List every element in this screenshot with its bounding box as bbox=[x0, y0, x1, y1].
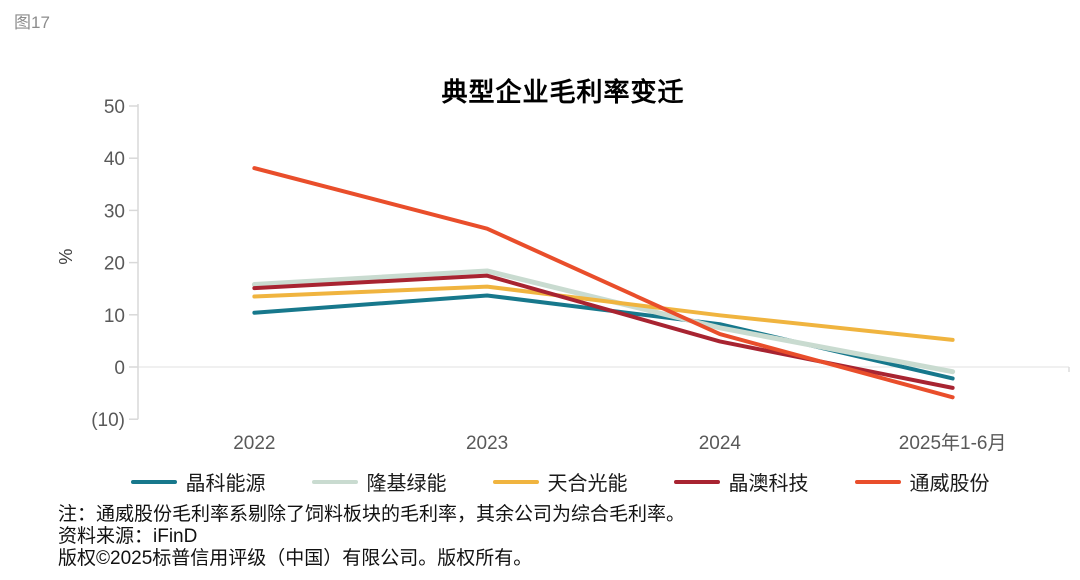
x-tick-label: 2025年1-6月 bbox=[899, 432, 1007, 454]
legend-label: 天合光能 bbox=[547, 473, 628, 495]
series-line-通威股份 bbox=[252, 166, 955, 400]
y-tick-label: (10) bbox=[91, 410, 125, 431]
series-line-隆基绿能 bbox=[251, 268, 956, 375]
legend-line-swatch bbox=[311, 479, 358, 484]
y-tick-label: 20 bbox=[104, 254, 125, 275]
line-chart: 50 40 30 20 10 0 (10)% 2022 2023 2024 2025年1-6月 bbox=[56, 97, 1070, 454]
chart-legend: 晶科能源 隆基绿能 天合光能 晶澳科技 通威股份 bbox=[60, 467, 1060, 496]
legend-label: 晶科能源 bbox=[185, 473, 266, 495]
legend-label: 通威股份 bbox=[909, 473, 990, 495]
legend-line-swatch bbox=[854, 479, 901, 484]
x-tick-label: 2022 bbox=[233, 433, 275, 454]
figure-label: 图17 bbox=[14, 13, 50, 32]
legend-line-swatch bbox=[673, 479, 720, 484]
legend-line-swatch bbox=[130, 479, 177, 484]
legend-line-swatch bbox=[492, 479, 539, 484]
x-tick-label: 2023 bbox=[466, 433, 508, 454]
series-line-天合光能 bbox=[252, 284, 955, 342]
y-tick-label: 10 bbox=[104, 306, 125, 327]
chart-title: 典型企业毛利率变迁 bbox=[441, 77, 685, 107]
legend-label: 隆基绿能 bbox=[366, 473, 447, 495]
y-tick-label: 50 bbox=[104, 97, 125, 118]
legend-item: 天合光能 bbox=[492, 467, 628, 496]
copyright-text: 版权©2025标普信用评级（中国）有限公司。版权所有。 bbox=[58, 548, 533, 569]
y-tick-label: 40 bbox=[104, 149, 125, 170]
x-tick-label: 2024 bbox=[699, 433, 742, 454]
source-text: 资料来源：iFinD bbox=[58, 526, 198, 547]
chart-notes: 注：通威股份毛利率系剔除了饲料板块的毛利率，其余公司为综合毛利率。 资料来源：i… bbox=[58, 504, 685, 570]
legend-item: 通威股份 bbox=[854, 467, 990, 496]
note-text: 注：通威股份毛利率系剔除了饲料板块的毛利率，其余公司为综合毛利率。 bbox=[58, 504, 686, 525]
y-tick-label: 0 bbox=[114, 358, 125, 379]
legend-item: 隆基绿能 bbox=[311, 467, 447, 496]
legend-label: 晶澳科技 bbox=[728, 473, 809, 495]
y-tick-label: 30 bbox=[104, 201, 125, 222]
legend-item: 晶科能源 bbox=[130, 467, 266, 496]
y-axis-title: % bbox=[56, 249, 76, 265]
legend-item: 晶澳科技 bbox=[673, 467, 809, 496]
